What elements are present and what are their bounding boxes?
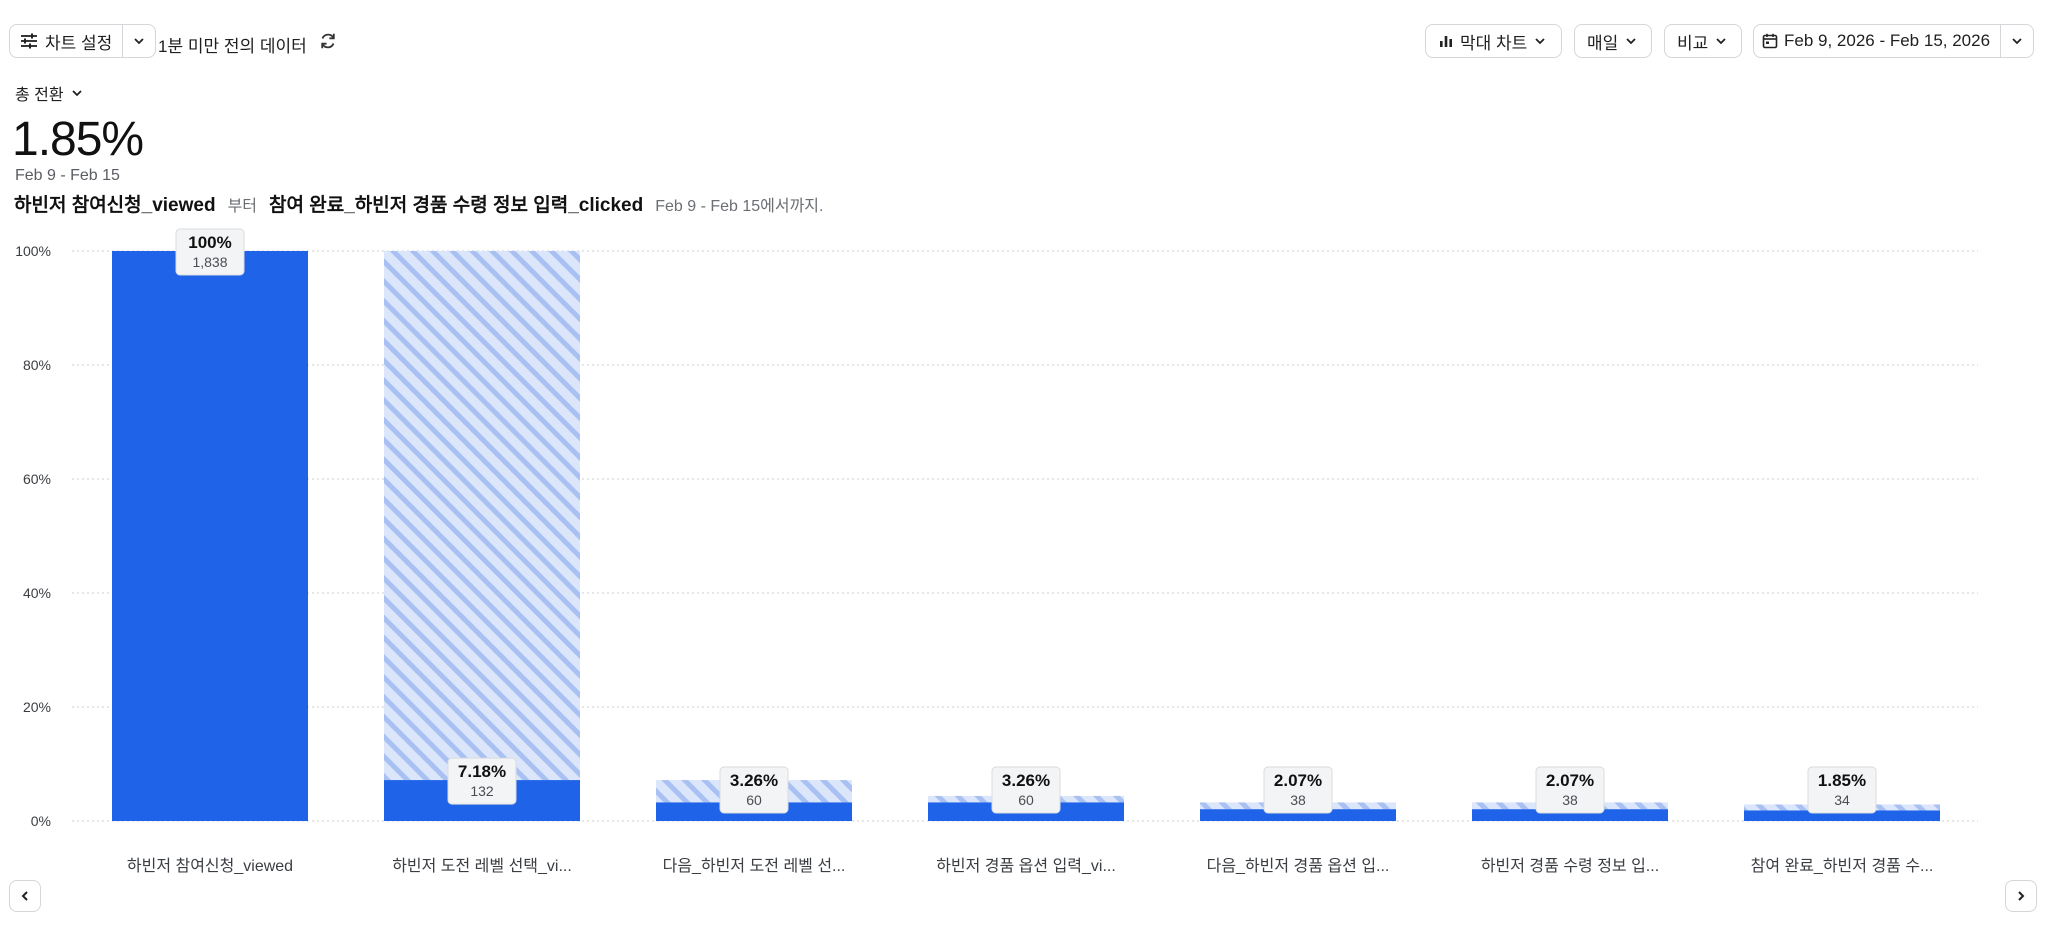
- compare-label: 비교: [1677, 33, 1709, 53]
- data-label: 1.85% 34: [1807, 766, 1877, 814]
- count-label: 1,838: [192, 254, 227, 270]
- data-label-box: [991, 766, 1061, 814]
- scroll-left-button[interactable]: [9, 880, 41, 912]
- count-label: 34: [1834, 792, 1850, 808]
- y-tick-label: 20%: [23, 699, 51, 715]
- data-label-box: [719, 766, 789, 814]
- bar-chart-icon: [1440, 36, 1452, 47]
- bar: [1472, 809, 1668, 821]
- x-category-label: 참여 완료_하빈저 경품 수...: [1751, 857, 1934, 875]
- calendar-icon: [1762, 33, 1778, 49]
- chart-settings-dropdown[interactable]: [123, 25, 155, 57]
- from-event: 하빈저 참여신청_viewed: [14, 195, 216, 216]
- date-range-picker[interactable]: Feb 9, 2026 - Feb 15, 2026: [1754, 25, 1998, 57]
- x-category-label: 다음_하빈저 경품 옵션 입...: [1207, 857, 1390, 875]
- chart-settings-button[interactable]: 차트 설정: [10, 25, 122, 57]
- data-label: 7.18% 132: [447, 757, 517, 805]
- y-tick-label: 80%: [23, 357, 51, 373]
- x-category-label: 다음_하빈저 도전 레벨 선...: [663, 857, 846, 875]
- chevron-down-icon: [71, 90, 82, 97]
- count-label: 38: [1562, 792, 1578, 808]
- chevron-down-icon: [1626, 38, 1636, 45]
- data-label-box: [1535, 766, 1605, 814]
- value-label: 2.07%: [1546, 771, 1594, 790]
- y-tick-label: 60%: [23, 471, 51, 487]
- bar: [1744, 810, 1940, 821]
- data-label-box: [1807, 766, 1877, 814]
- compare-dropdown[interactable]: 비교: [1664, 24, 1742, 58]
- chevron-down-icon: [1535, 38, 1545, 45]
- description-suffix: Feb 9 - Feb 15에서까지.: [655, 198, 824, 215]
- data-label: 3.26% 60: [719, 766, 789, 814]
- data-label: 2.07% 38: [1535, 766, 1605, 814]
- chart-settings-button-group: 차트 설정: [9, 24, 157, 58]
- chart-type-label: 막대 차트: [1460, 33, 1528, 53]
- from-word: 부터: [227, 198, 258, 215]
- data-freshness-text: 1분 미만 전의 데이터: [158, 37, 307, 56]
- date-range-label: Feb 9, 2026 - Feb 15, 2026: [1784, 31, 1991, 50]
- divider: [2000, 25, 2001, 57]
- date-range-button-group: Feb 9, 2026 - Feb 15, 2026: [1753, 24, 2034, 58]
- conversion-value: 1.85%: [12, 113, 144, 166]
- count-label: 60: [1018, 792, 1034, 808]
- data-label: 2.07% 38: [1263, 766, 1333, 814]
- x-category-label: 하빈저 경품 수령 정보 입...: [1481, 857, 1659, 875]
- y-tick-label: 100%: [15, 243, 51, 259]
- data-label: 3.26% 60: [991, 766, 1061, 814]
- chart-settings-label: 차트 설정: [45, 33, 113, 53]
- x-category-label: 하빈저 참여신청_viewed: [127, 857, 293, 875]
- y-tick-label: 40%: [23, 585, 51, 601]
- y-tick-label: 0%: [31, 813, 51, 829]
- funnel-description: 하빈저 참여신청_viewed 부터 참여 완료_하빈저 경품 수령 정보 입력…: [14, 190, 823, 217]
- dropoff-bar: [384, 251, 580, 781]
- chevron-down-icon: [1716, 38, 1726, 45]
- summary-date-range: Feb 9 - Feb 15: [15, 167, 120, 184]
- data-label-box: [1263, 766, 1333, 814]
- chevron-left-icon: [21, 891, 28, 901]
- count-label: 38: [1290, 792, 1306, 808]
- metric-label: 총 전환: [15, 87, 64, 104]
- funnel-bar-chart: 0% 20% 40% 60% 80% 100% 100% 1,838 7.18% 132 3.26…: [15, 228, 1978, 875]
- to-event: 참여 완료_하빈저 경품 수령 정보 입력_clicked: [269, 195, 644, 216]
- count-label: 132: [470, 783, 494, 799]
- metric-selector[interactable]: 총 전환: [15, 81, 84, 105]
- value-label: 100%: [188, 233, 231, 252]
- chevron-right-icon: [2018, 891, 2025, 901]
- chevron-down-icon: [2012, 38, 2022, 45]
- data-label-box: [175, 228, 245, 276]
- bar: [1200, 809, 1396, 821]
- bar: [112, 251, 308, 821]
- count-label: 60: [746, 792, 762, 808]
- x-category-label: 하빈저 경품 옵션 입력_vi...: [936, 857, 1116, 875]
- value-label: 3.26%: [1002, 771, 1050, 790]
- sliders-icon: [21, 33, 37, 49]
- chart-type-dropdown[interactable]: 막대 차트: [1425, 24, 1562, 58]
- divider: [122, 25, 124, 57]
- value-label: 3.26%: [730, 771, 778, 790]
- chevron-down-icon: [134, 38, 144, 45]
- value-label: 7.18%: [458, 762, 506, 781]
- data-label: 100% 1,838: [175, 228, 245, 276]
- data-label-box: [447, 757, 517, 805]
- date-range-dropdown[interactable]: [2001, 25, 2033, 57]
- value-label: 2.07%: [1274, 771, 1322, 790]
- refresh-icon[interactable]: [318, 31, 338, 51]
- scroll-right-button[interactable]: [2005, 880, 2037, 912]
- interval-label: 매일: [1587, 33, 1619, 53]
- interval-dropdown[interactable]: 매일: [1574, 24, 1652, 58]
- x-category-label: 하빈저 도전 레벨 선택_vi...: [392, 857, 572, 875]
- value-label: 1.85%: [1818, 771, 1866, 790]
